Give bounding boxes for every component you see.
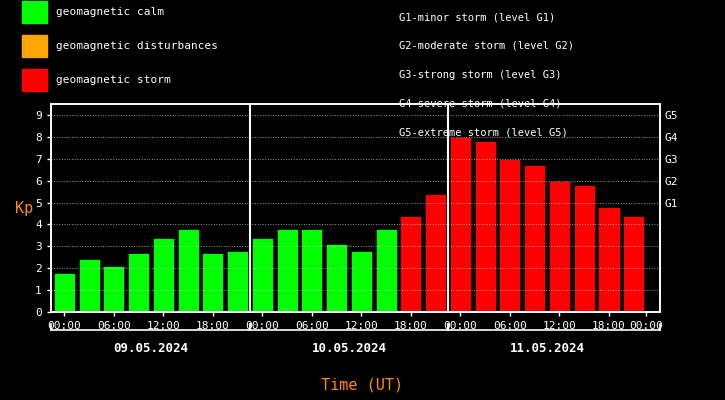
Bar <box>302 229 323 312</box>
Bar <box>376 229 397 312</box>
Text: geomagnetic disturbances: geomagnetic disturbances <box>56 41 217 51</box>
Bar <box>549 181 570 312</box>
Bar <box>202 253 223 312</box>
Text: 10.05.2024: 10.05.2024 <box>312 342 386 354</box>
Bar <box>598 207 620 312</box>
Bar <box>153 238 174 312</box>
Text: 11.05.2024: 11.05.2024 <box>510 342 584 354</box>
Bar <box>277 229 298 312</box>
Bar <box>400 216 421 312</box>
Text: geomagnetic storm: geomagnetic storm <box>56 75 170 85</box>
Text: G2-moderate storm (level G2): G2-moderate storm (level G2) <box>399 41 573 51</box>
Text: G5-extreme storm (level G5): G5-extreme storm (level G5) <box>399 127 568 137</box>
Bar <box>252 238 273 312</box>
Text: 09.05.2024: 09.05.2024 <box>114 342 188 354</box>
Bar <box>104 266 125 312</box>
Text: geomagnetic calm: geomagnetic calm <box>56 7 164 17</box>
Bar <box>351 251 372 312</box>
Text: G4-severe storm (level G4): G4-severe storm (level G4) <box>399 98 561 108</box>
Bar <box>624 216 645 312</box>
Bar <box>326 244 347 312</box>
Bar <box>425 194 446 312</box>
Text: G1-minor storm (level G1): G1-minor storm (level G1) <box>399 12 555 22</box>
Bar <box>475 141 496 312</box>
Bar <box>500 159 521 312</box>
Bar <box>78 260 99 312</box>
Text: G3-strong storm (level G3): G3-strong storm (level G3) <box>399 70 561 80</box>
Bar <box>450 137 471 312</box>
Bar <box>128 253 149 312</box>
Y-axis label: Kp: Kp <box>14 200 33 216</box>
Bar <box>178 229 199 312</box>
Bar <box>573 185 594 312</box>
Bar <box>227 251 248 312</box>
Bar <box>54 272 75 312</box>
Text: Time (UT): Time (UT) <box>321 377 404 392</box>
Bar <box>524 165 545 312</box>
